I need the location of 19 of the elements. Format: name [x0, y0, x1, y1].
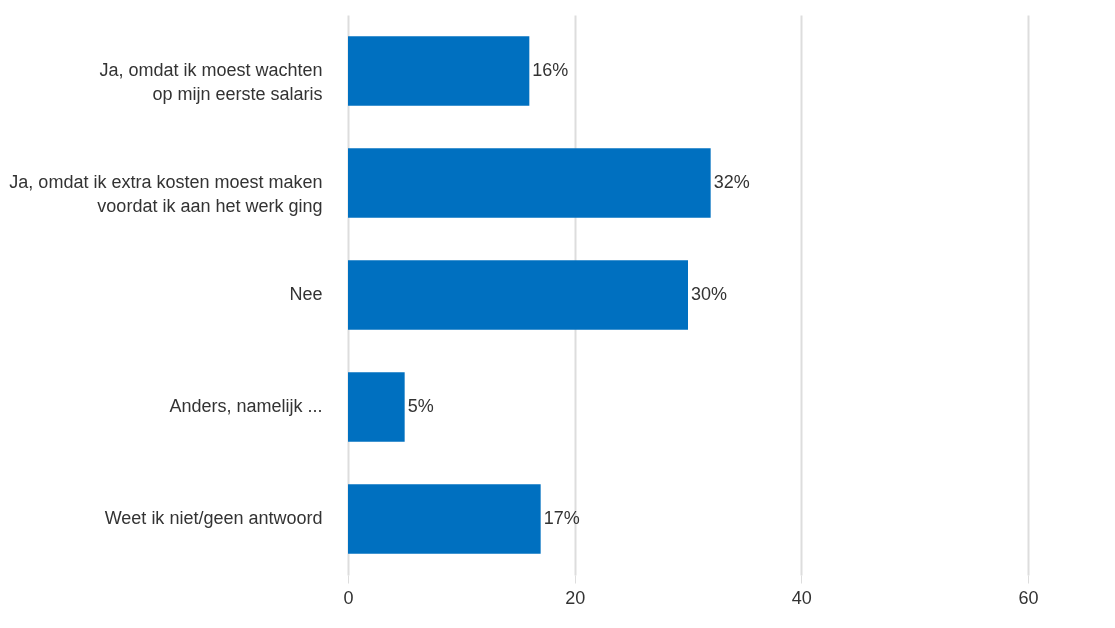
y-tick-label: Ja, omdat ik extra kosten moest maken voordat ik aan het werk ging: [9, 172, 323, 216]
data-label: 16%: [532, 60, 569, 80]
y-tick-label: Anders, namelijk ...: [169, 396, 323, 416]
data-label: 32%: [713, 172, 750, 192]
y-tick-label: Weet ik niet/geen antwoord: [104, 508, 323, 528]
x-tick-label: 40: [791, 587, 812, 608]
y-tick-label: Ja, omdat ik moest wachten op mijn eerste salaris: [99, 60, 323, 104]
bar: [348, 260, 688, 330]
bar: [348, 36, 530, 106]
bar: [348, 372, 405, 442]
bar: [348, 148, 711, 218]
data-label: 30%: [691, 284, 728, 304]
data-label: 5%: [407, 396, 434, 416]
data-label: 17%: [543, 508, 580, 528]
x-tick-label: 20: [565, 587, 586, 608]
x-tick-label: 0: [343, 587, 354, 608]
x-tick-label: 60: [1018, 587, 1039, 608]
y-tick-label: Nee: [289, 284, 323, 304]
bar: [348, 484, 541, 554]
